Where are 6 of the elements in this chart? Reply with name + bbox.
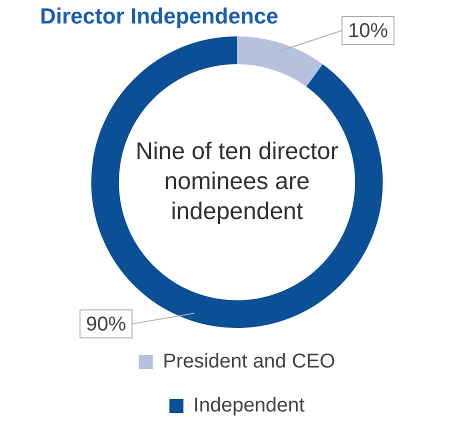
chart-title: Director Independence	[40, 3, 278, 28]
data-label: 90%	[86, 313, 126, 336]
legend-label: President and CEO	[162, 350, 336, 373]
data-label: 10%	[348, 20, 388, 42]
text: Nine of ten director nominees are independent	[136, 138, 338, 225]
legend-label: Independent	[193, 394, 306, 417]
